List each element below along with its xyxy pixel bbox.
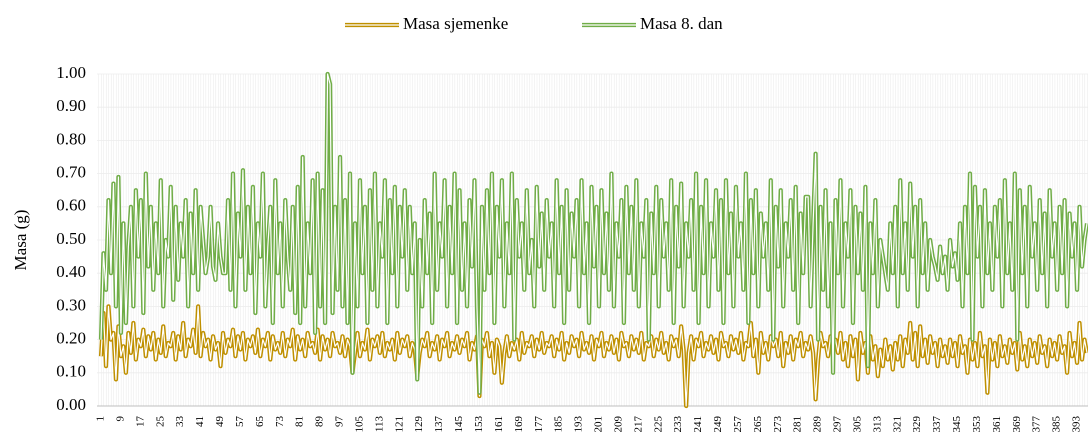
x-tick-label: 201	[593, 416, 605, 433]
x-tick-label: 105	[353, 416, 365, 433]
x-tick-label: 17	[134, 416, 146, 428]
x-tick-label: 89	[314, 416, 326, 428]
y-axis-title: Masa (g)	[11, 210, 30, 271]
y-tick-label: 0.40	[56, 262, 86, 281]
y-tick-label: 0.10	[56, 362, 86, 381]
x-tick-label: 169	[513, 416, 525, 433]
x-tick-label: 249	[712, 416, 724, 433]
x-tick-label: 81	[294, 416, 306, 427]
x-tick-label: 121	[393, 416, 405, 433]
x-tick-label: 9	[114, 416, 126, 422]
x-tick-label: 241	[692, 416, 704, 433]
x-tick-label: 145	[453, 416, 465, 433]
x-tick-label: 97	[334, 416, 346, 428]
x-tick-label: 265	[752, 416, 764, 433]
y-tick-label: 0.00	[56, 395, 86, 414]
x-tick-label: 193	[573, 416, 585, 433]
x-tick-label: 273	[772, 416, 784, 433]
legend: Masa sjemenke Masa 8. dan	[345, 14, 723, 33]
x-tick-label: 217	[632, 416, 644, 433]
x-tick-label: 233	[672, 416, 684, 433]
x-tick-label: 25	[154, 416, 166, 428]
x-tick-label: 49	[214, 416, 226, 428]
legend-label: Masa sjemenke	[403, 14, 508, 33]
x-tick-label: 209	[612, 416, 624, 433]
x-tick-label: 361	[991, 416, 1003, 433]
x-tick-label: 73	[274, 416, 286, 428]
plot-lines	[98, 71, 1088, 409]
x-tick-label: 153	[473, 416, 485, 433]
series-line-inner	[100, 73, 1088, 394]
y-tick-label: 0.90	[56, 96, 86, 115]
x-tick-label: 137	[433, 416, 445, 433]
y-tick-label: 0.60	[56, 196, 86, 215]
x-tick-label: 369	[1011, 416, 1023, 433]
y-tick-label: 0.80	[56, 129, 86, 148]
x-tick-label: 177	[533, 416, 545, 433]
y-tick-label: 0.30	[56, 295, 86, 314]
x-tick-label: 321	[891, 416, 903, 433]
x-tick-label: 257	[732, 416, 744, 433]
x-tick-label: 329	[911, 416, 923, 433]
x-tick-label: 289	[812, 416, 824, 433]
legend-label: Masa 8. dan	[640, 14, 723, 33]
x-tick-label: 377	[1031, 416, 1043, 433]
x-tick-label: 345	[951, 416, 963, 433]
y-tick-label: 0.70	[56, 163, 86, 182]
series-line-inner	[100, 305, 1088, 407]
x-tick-label: 33	[174, 416, 186, 428]
x-tick-label: 129	[413, 416, 425, 433]
y-tick-label: 0.20	[56, 329, 86, 348]
x-tick-label: 305	[851, 416, 863, 433]
x-tick-label: 385	[1051, 416, 1063, 433]
x-tick-label: 353	[971, 416, 983, 433]
x-tick-label: 281	[792, 416, 804, 433]
x-tick-label: 393	[1071, 416, 1083, 433]
x-tick-label: 337	[931, 416, 943, 433]
x-tick-label: 113	[373, 416, 385, 433]
y-tick-label: 1.00	[56, 63, 86, 82]
x-tick-label: 65	[254, 416, 266, 428]
x-tick-label: 225	[652, 416, 664, 433]
x-tick-label: 297	[832, 416, 844, 433]
x-tick-label: 57	[234, 416, 246, 428]
x-tick-label: 1	[95, 416, 107, 422]
y-tick-label: 0.50	[56, 229, 86, 248]
x-tick-label: 41	[194, 416, 206, 427]
x-tick-label: 161	[493, 416, 505, 433]
x-tick-label: 185	[553, 416, 565, 433]
x-tick-label: 313	[871, 416, 883, 433]
